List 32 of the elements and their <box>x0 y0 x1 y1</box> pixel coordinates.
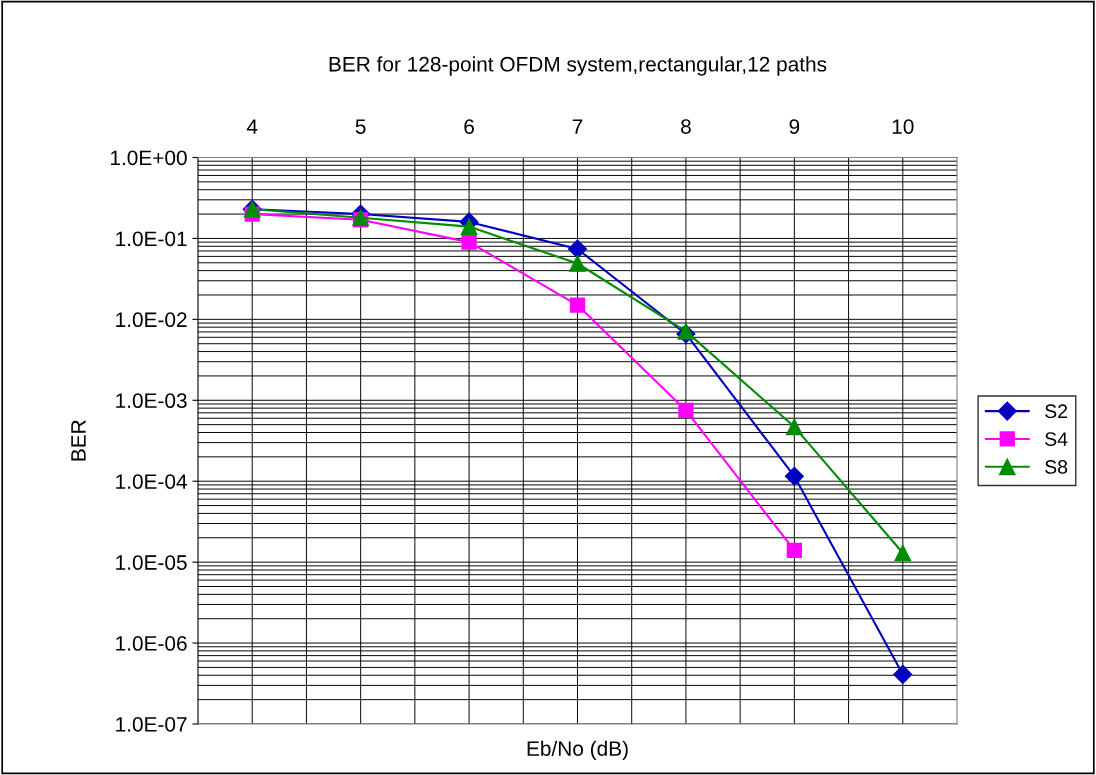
y-tick-label: 1.0E+00 <box>110 150 187 166</box>
point <box>461 234 477 250</box>
y-tick-label: 1.0E-01 <box>116 231 187 247</box>
x-tick-label: 7 <box>572 119 583 134</box>
legend-label: S4 <box>1045 432 1068 446</box>
point <box>567 239 588 259</box>
point <box>784 466 804 486</box>
y-axis-title: BER <box>71 420 86 461</box>
y-tick-label: 1.0E-04 <box>116 474 187 489</box>
point <box>569 255 586 272</box>
y-tick-label: 1.0E-06 <box>116 636 187 651</box>
x-tick-label: 5 <box>355 119 366 134</box>
x-tick-label: 10 <box>892 119 914 134</box>
point <box>786 542 802 558</box>
y-tick-label: 1.0E-05 <box>116 555 187 570</box>
legend-label: S2 <box>1045 404 1068 419</box>
y-tick-label: 1.0E-03 <box>116 393 187 409</box>
x-tick-label: 9 <box>789 119 800 134</box>
x-axis-title: Eb/No (dB) <box>527 740 628 761</box>
legend-label: S8 <box>1045 460 1068 474</box>
point <box>460 218 478 235</box>
point <box>569 297 586 313</box>
point <box>678 402 694 419</box>
point <box>894 544 912 562</box>
y-tick-label: 1.0E-07 <box>116 717 187 732</box>
point <box>786 418 803 436</box>
point <box>893 664 913 684</box>
x-tick-label: 4 <box>246 119 258 134</box>
x-tick-label: 8 <box>681 119 691 134</box>
x-tick-label: 6 <box>464 119 474 134</box>
chart-title: BER for 128-point OFDM system,rectangular,12 paths <box>329 56 827 76</box>
y-tick-label: 1.0E-02 <box>116 312 187 328</box>
